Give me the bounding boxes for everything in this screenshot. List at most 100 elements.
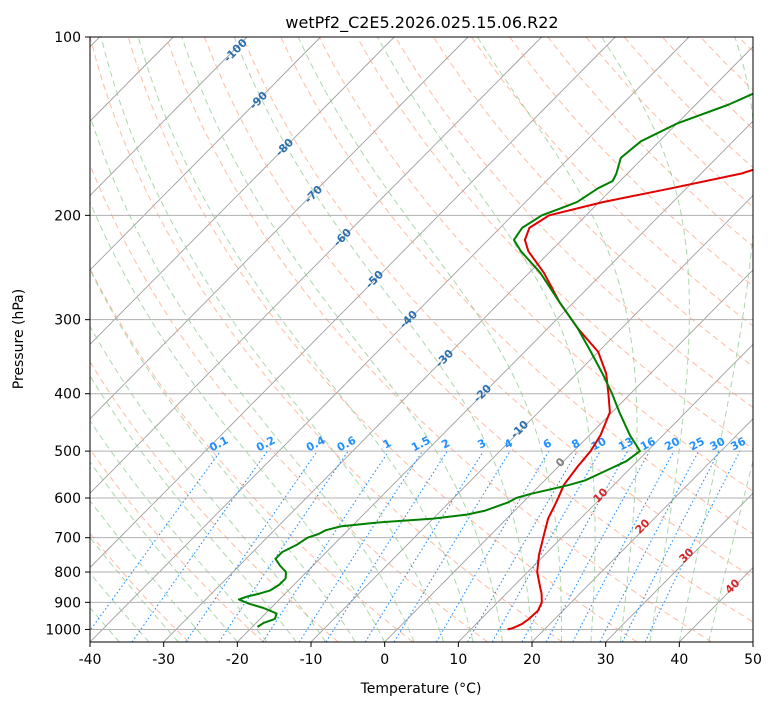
isotherm-line (384, 269, 753, 642)
moist-adiabat-line (476, 37, 638, 642)
x-tick-label: 0 (380, 652, 389, 668)
isotherm-line (90, 37, 248, 197)
y-tick-label: 300 (54, 313, 81, 329)
dry-adiabat-line (471, 37, 753, 327)
dry-adiabat-label: -50 (363, 268, 386, 291)
moist-adiabat-line (137, 37, 474, 642)
isotherm-line (90, 37, 321, 271)
dry-adiabat-line (203, 37, 753, 623)
mixing-ratio-line (599, 450, 700, 642)
moist-adiabat-line (100, 37, 445, 642)
x-axis-label: Temperature (°C) (360, 681, 482, 697)
moist-adiabat-label: 0 (553, 455, 568, 470)
moist-adiabat-label: 20 (633, 516, 653, 536)
moist-adiabat-line (708, 459, 753, 642)
pressure-gridlines (90, 37, 753, 630)
dry-adiabat-line (738, 37, 753, 53)
x-tick-label: 10 (449, 652, 467, 668)
mixing-ratio-lines (90, 450, 741, 642)
mixing-ratio-line (325, 450, 448, 642)
dry-adiabat-line (90, 267, 414, 642)
mixing-ratio-label: 2 (439, 436, 452, 451)
dry-adiabat-line (432, 37, 753, 368)
profile-lines (237, 92, 753, 631)
dry-adiabat-line (394, 37, 753, 409)
moist-adiabat-line (90, 114, 415, 642)
y-tick-label: 800 (54, 565, 81, 581)
dry-adiabat-line (242, 37, 753, 579)
dry-adiabat-line (165, 37, 712, 642)
moist-adiabat-line (90, 419, 268, 642)
moist-adiabat-line (90, 536, 179, 642)
x-tick-label: -10 (300, 652, 323, 668)
y-axis-ticks: 100 200 300 400 500 600 700 800 900 1000 (45, 30, 90, 638)
x-tick-label: 30 (597, 652, 615, 668)
moist-adiabat-line (90, 325, 327, 642)
mixing-ratio-line (364, 450, 484, 642)
x-axis-ticks: -40 -30 -20 -10 0 10 20 30 40 50 (79, 642, 762, 668)
dry-adiabat-label: -20 (471, 382, 494, 405)
dry-adiabat-line (127, 37, 638, 642)
mixing-ratio-line (521, 450, 629, 642)
dry-adiabat-label: -70 (302, 183, 325, 206)
moist-adiabat-line (297, 37, 562, 642)
isotherm-lines (90, 37, 753, 642)
dry-adiabat-line (90, 360, 339, 642)
moist-adiabat-line (90, 572, 150, 642)
isotherm-line (605, 492, 753, 642)
y-tick-label: 900 (54, 595, 81, 611)
chart-title: wetPf2_C2E5.2026.025.15.06.R22 (285, 13, 558, 33)
x-tick-label: -20 (226, 652, 249, 668)
isotherm-line (90, 37, 469, 420)
dry-adiabat-line (280, 37, 753, 535)
dry-adiabat-line (509, 37, 753, 287)
mixing-ratio-label: 30 (708, 435, 728, 454)
moist-adiabat-line (90, 461, 238, 642)
mixing-ratio-line (298, 450, 423, 642)
mixing-ratio-line (572, 450, 675, 642)
dry-adiabat-label: -100 (221, 36, 250, 65)
mixing-ratio-label: 10 (589, 435, 609, 454)
y-tick-label: 400 (54, 387, 81, 403)
isotherm-line (236, 120, 753, 642)
mixing-ratio-line (621, 450, 720, 642)
dry-adiabat-line (547, 37, 753, 247)
dry-adiabat-label: -90 (247, 89, 270, 112)
y-tick-label: 600 (54, 491, 81, 507)
y-tick-label: 200 (54, 208, 81, 224)
dry-adiabat-line (318, 37, 753, 492)
mixing-ratio-line (491, 450, 601, 642)
dry-adiabat-lines (90, 37, 753, 642)
y-tick-label: 700 (54, 531, 81, 547)
isotherm-line (90, 37, 690, 642)
moist-adiabat-line (233, 37, 533, 642)
dry-adiabat-line (90, 37, 563, 642)
mixing-ratio-label: 16 (638, 435, 658, 454)
isotherm-line (531, 418, 753, 642)
moist-adiabat-line (181, 37, 503, 642)
mixing-ratio-line (131, 450, 268, 642)
moist-adiabat-line (377, 37, 596, 642)
dry-adiabat-line (90, 448, 264, 642)
dewpoint-profile-line (237, 92, 753, 628)
mixing-ratio-line (435, 450, 550, 642)
isotherm-line (163, 46, 753, 642)
mixing-ratio-line (644, 450, 741, 642)
x-tick-label: 40 (670, 652, 688, 668)
moist-adiabat-label: 40 (723, 576, 743, 596)
y-axis-label: Pressure (hPa) (11, 289, 27, 389)
mixing-ratio-line (545, 450, 651, 642)
mixing-ratio-label: 13 (616, 435, 636, 454)
dry-adiabat-line (623, 37, 753, 169)
moist-adiabat-line (90, 499, 209, 642)
isotherm-line (90, 37, 542, 494)
temperature-profile-line (507, 168, 753, 631)
x-tick-label: 20 (523, 652, 541, 668)
x-tick-label: -40 (79, 652, 102, 668)
moist-adiabat-line (678, 37, 753, 642)
moist-adiabat-lines (90, 37, 753, 642)
isotherm-line (310, 194, 753, 642)
mixing-ratio-line (218, 450, 349, 642)
plot-frame (89, 36, 754, 643)
dry-adiabat-line (661, 37, 753, 130)
